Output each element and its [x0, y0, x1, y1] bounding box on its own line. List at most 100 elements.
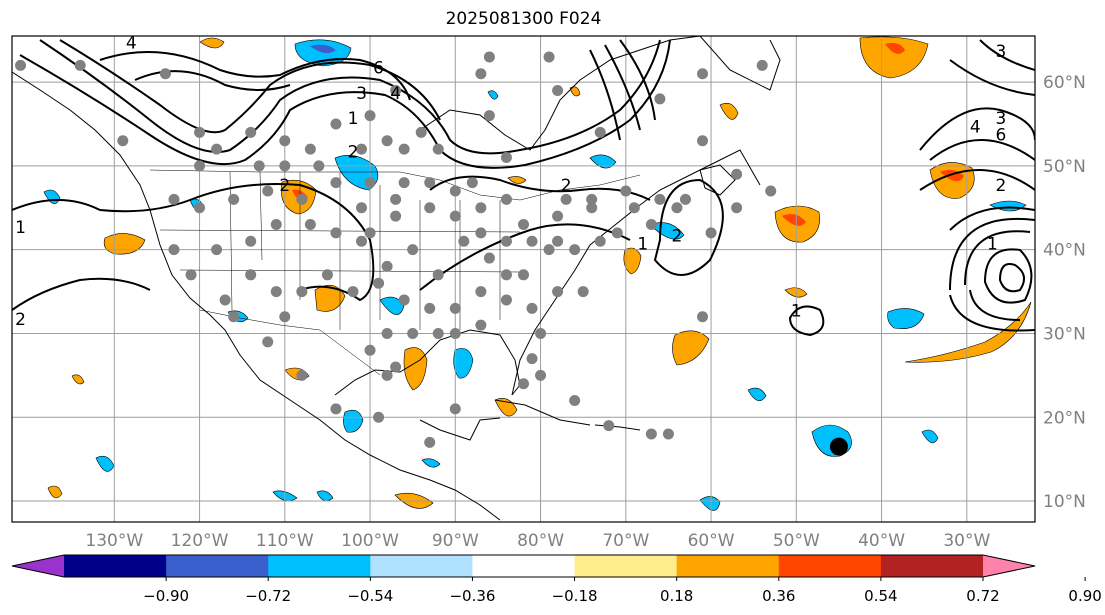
station-dot [731, 168, 743, 180]
station-dot [543, 244, 555, 256]
coastline-yucatan [419, 417, 501, 441]
station-dot [500, 294, 512, 306]
contour-label: 1 [987, 235, 998, 255]
station-dot [356, 143, 368, 155]
colorbar-tick-label: −0.90 [143, 587, 189, 605]
station-dot [603, 420, 615, 432]
contour-line [589, 49, 621, 141]
station-dot [424, 177, 436, 189]
lon-tick-label: 70°W [602, 531, 649, 551]
anomaly-patch [719, 102, 739, 120]
station-dot [245, 235, 257, 247]
lon-tick-label: 60°W [688, 531, 735, 551]
coastline-north-america [12, 71, 501, 521]
coastline-greenland [699, 36, 781, 91]
station-dot [500, 193, 512, 205]
station-dot [654, 93, 666, 105]
contour-label: 2 [279, 176, 290, 196]
anomaly-patch [314, 284, 346, 312]
colorbar-segment [370, 555, 473, 577]
station-dot [475, 68, 487, 80]
station-dot [424, 202, 436, 214]
station-dot [279, 135, 291, 147]
storm-marker [829, 437, 848, 456]
contour-line [949, 217, 1035, 332]
station-dot [449, 210, 461, 222]
contour-label: 1 [637, 235, 648, 255]
contour-label: 2 [672, 226, 683, 246]
contour-label: 3 [995, 109, 1006, 129]
lon-tick-label: 80°W [517, 531, 564, 551]
station-dot [330, 227, 342, 239]
station-dot [620, 185, 632, 197]
anomaly-patch [379, 296, 405, 315]
colorbar-tick-label: 0.36 [762, 587, 795, 605]
station-dot [679, 193, 691, 205]
colorbar-tick-label: −0.36 [449, 587, 495, 605]
station-dot [765, 185, 777, 197]
coastline-gulf [334, 329, 521, 396]
station-dot [535, 327, 547, 339]
station-dot [262, 336, 274, 348]
contour-line [39, 39, 661, 155]
contour-line [979, 39, 1035, 71]
anomaly-patch [71, 374, 85, 385]
contour-line [99, 51, 411, 101]
contour-line [998, 263, 1025, 293]
anomaly-patch [921, 429, 939, 444]
contour-line [619, 39, 656, 121]
lat-tick-label: 40°N [1043, 241, 1086, 261]
contour-label: 3 [356, 84, 367, 104]
station-dot [449, 403, 461, 415]
colorbar-segment [166, 555, 269, 577]
station-dot [594, 235, 606, 247]
station-dot [321, 269, 333, 281]
anomaly-patch [47, 485, 63, 499]
contour-line [949, 59, 1035, 96]
station-dot [654, 193, 666, 205]
anomaly-patch [859, 36, 929, 79]
station-dot [245, 126, 257, 138]
contour-line [964, 230, 1031, 321]
coastline-newfoundland [699, 164, 736, 196]
colorbar-tick-label: 0.90 [1068, 587, 1101, 605]
contour-label: 2 [561, 176, 572, 196]
lon-tick-label: 90°W [432, 531, 479, 551]
coastline-hudson [419, 79, 581, 151]
station-dot [211, 143, 223, 155]
station-dot [390, 193, 402, 205]
station-dot [381, 369, 393, 381]
lon-tick-label: 110°W [256, 531, 314, 551]
contour-label: 1 [15, 218, 26, 238]
station-dot [432, 143, 444, 155]
contour-label: 6 [995, 126, 1006, 146]
lat-tick-label: 20°N [1043, 408, 1086, 428]
contour-line [429, 175, 651, 201]
station-dot [390, 210, 402, 222]
station-dot [262, 185, 274, 197]
station-dot [364, 227, 376, 239]
latitude-labels: 10°N 20°N 30°N 40°N 50°N 60°N [1043, 73, 1086, 512]
contour-line [919, 169, 1035, 191]
station-dot [168, 193, 180, 205]
station-dot [697, 68, 709, 80]
station-dot [731, 202, 743, 214]
station-dot [500, 152, 512, 163]
contour-line [919, 107, 1035, 151]
station-dot [168, 244, 180, 256]
station-dot [518, 269, 529, 281]
anomaly-patch [904, 301, 1032, 363]
map-frame [11, 35, 1036, 523]
contour-label: 4 [390, 84, 401, 104]
colorbar-tick-label: −0.72 [245, 587, 291, 605]
station-dot [398, 143, 410, 155]
station-dot [483, 252, 495, 264]
station-dot [330, 403, 342, 415]
colorbar: −0.90 −0.72 −0.54 −0.36 −0.18 0.18 0.36 0.54 0.7… [11, 554, 1102, 605]
station-dot [194, 126, 206, 138]
colorbar-segment [574, 555, 678, 577]
station-dot [526, 353, 538, 365]
height-contours [12, 39, 1035, 337]
station-dot [407, 327, 419, 339]
